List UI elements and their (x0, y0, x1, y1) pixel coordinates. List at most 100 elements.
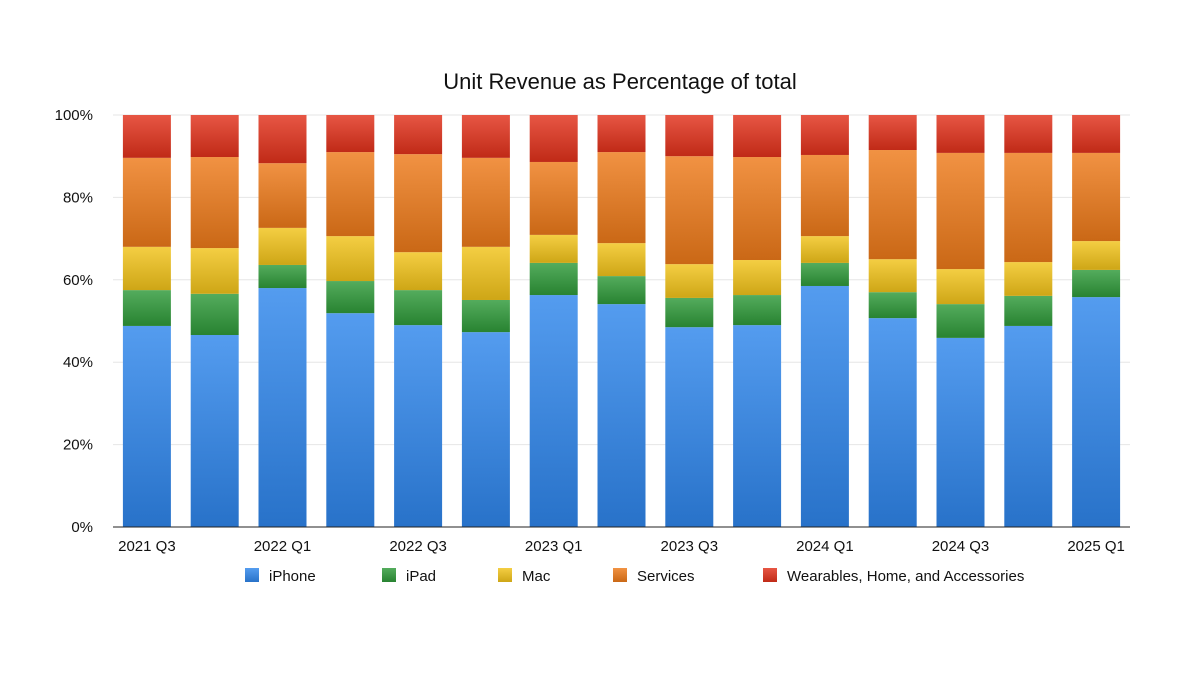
legend-item: Wearables, Home, and Accessories (763, 568, 1024, 585)
legend-item: Services (613, 568, 695, 585)
bar-segment-wearables-home-and-accessories (1072, 115, 1121, 153)
bar-segment-services (868, 150, 917, 260)
bar-stack (258, 115, 307, 527)
bar-segment-services (258, 163, 307, 228)
legend-label: Mac (522, 568, 551, 585)
legend-item: Mac (498, 568, 551, 585)
bar-segment-iphone (868, 318, 917, 527)
bar-segment-mac (665, 264, 714, 298)
legend-label: iPhone (269, 568, 316, 585)
bar-stack (597, 115, 646, 527)
legend-swatch (382, 568, 396, 582)
bar-segment-iphone (190, 335, 239, 527)
bar-segment-iphone (936, 337, 985, 527)
bar-segment-ipad (461, 299, 510, 333)
legend-label: Wearables, Home, and Accessories (787, 568, 1024, 585)
bar-stack (733, 115, 782, 527)
bar-stack (122, 115, 171, 527)
y-tick-label: 40% (63, 354, 93, 371)
chart-title: Unit Revenue as Percentage of total (443, 69, 796, 94)
x-tick-label: 2025 Q1 (1067, 538, 1125, 555)
bar-segment-mac (190, 248, 239, 294)
bar-segment-wearables-home-and-accessories (529, 115, 578, 162)
bar-segment-mac (733, 260, 782, 296)
x-tick-label: 2024 Q3 (932, 538, 990, 555)
bar-segment-ipad (800, 262, 849, 286)
bar-segment-ipad (122, 290, 171, 326)
bar-segment-ipad (597, 276, 646, 305)
y-tick-label: 100% (55, 107, 93, 124)
bar-segment-iphone (122, 325, 171, 527)
bar-segment-ipad (665, 297, 714, 328)
bar-segment-iphone (1004, 325, 1053, 527)
bar-segment-mac (936, 269, 985, 305)
bar-segment-services (597, 152, 646, 244)
bar-segment-services (936, 152, 985, 270)
bar-segment-wearables-home-and-accessories (461, 115, 510, 158)
bar-stack (326, 115, 375, 527)
bar-segment-services (733, 157, 782, 261)
x-tick-label: 2021 Q3 (118, 538, 176, 555)
bar-segment-mac (1072, 241, 1121, 270)
bar-segment-wearables-home-and-accessories (936, 115, 985, 153)
bar-segment-wearables-home-and-accessories (665, 115, 714, 157)
bar-segment-ipad (936, 304, 985, 338)
bar-segment-services (529, 161, 578, 235)
bar-segment-wearables-home-and-accessories (1004, 115, 1053, 153)
bar-segment-services (1072, 152, 1121, 242)
bar-segment-iphone (665, 327, 714, 527)
legend-label: iPad (406, 568, 436, 585)
bar-segment-wearables-home-and-accessories (733, 115, 782, 158)
bar-segment-iphone (258, 288, 307, 527)
bar-segment-services (326, 152, 375, 237)
bar-segment-wearables-home-and-accessories (258, 115, 307, 164)
x-tick-label: 2024 Q1 (796, 538, 854, 555)
bar-segment-services (665, 156, 714, 265)
legend-swatch (498, 568, 512, 582)
bar-segment-mac (529, 234, 578, 263)
legend-swatch (763, 568, 777, 582)
bar-stack (1004, 115, 1053, 527)
bar-segment-services (190, 157, 239, 249)
bar-segment-mac (326, 236, 375, 282)
bar-segment-wearables-home-and-accessories (190, 115, 239, 158)
bar-segment-ipad (394, 290, 443, 326)
bar-segment-services (394, 154, 443, 253)
bar-stack (529, 115, 578, 527)
bar-segment-mac (394, 252, 443, 291)
y-tick-label: 80% (63, 189, 93, 206)
bar-stack (394, 115, 443, 527)
bar-segment-ipad (258, 264, 307, 289)
bar-segment-ipad (1072, 269, 1121, 298)
legend-swatch (613, 568, 627, 582)
bar-segment-services (1004, 152, 1053, 263)
bar-segment-iphone (1072, 297, 1121, 527)
bar-stack (868, 115, 917, 527)
bar-segment-ipad (529, 262, 578, 296)
bar-stack (800, 115, 849, 527)
bar-segment-mac (122, 246, 171, 291)
bar-segment-ipad (868, 292, 917, 319)
bar-stack (936, 115, 985, 527)
bar-segment-iphone (461, 332, 510, 527)
bar-segment-ipad (326, 281, 375, 314)
bar-segment-iphone (529, 295, 578, 527)
bar-stack (461, 115, 510, 527)
x-tick-label: 2023 Q1 (525, 538, 583, 555)
x-tick-label: 2023 Q3 (661, 538, 719, 555)
bar-segment-mac (461, 246, 510, 300)
bar-segment-wearables-home-and-accessories (326, 115, 375, 153)
bar-segment-mac (1004, 262, 1053, 296)
bar-segment-iphone (394, 325, 443, 527)
x-tick-label: 2022 Q1 (254, 538, 312, 555)
bar-segment-wearables-home-and-accessories (394, 115, 443, 155)
legend-label: Services (637, 568, 695, 585)
bar-segment-wearables-home-and-accessories (597, 115, 646, 153)
x-tick-label: 2022 Q3 (389, 538, 447, 555)
bar-segment-wearables-home-and-accessories (122, 115, 171, 158)
y-tick-label: 60% (63, 272, 93, 289)
bar-segment-mac (800, 236, 849, 263)
bar-segment-services (122, 157, 171, 247)
bar-segment-iphone (597, 304, 646, 527)
